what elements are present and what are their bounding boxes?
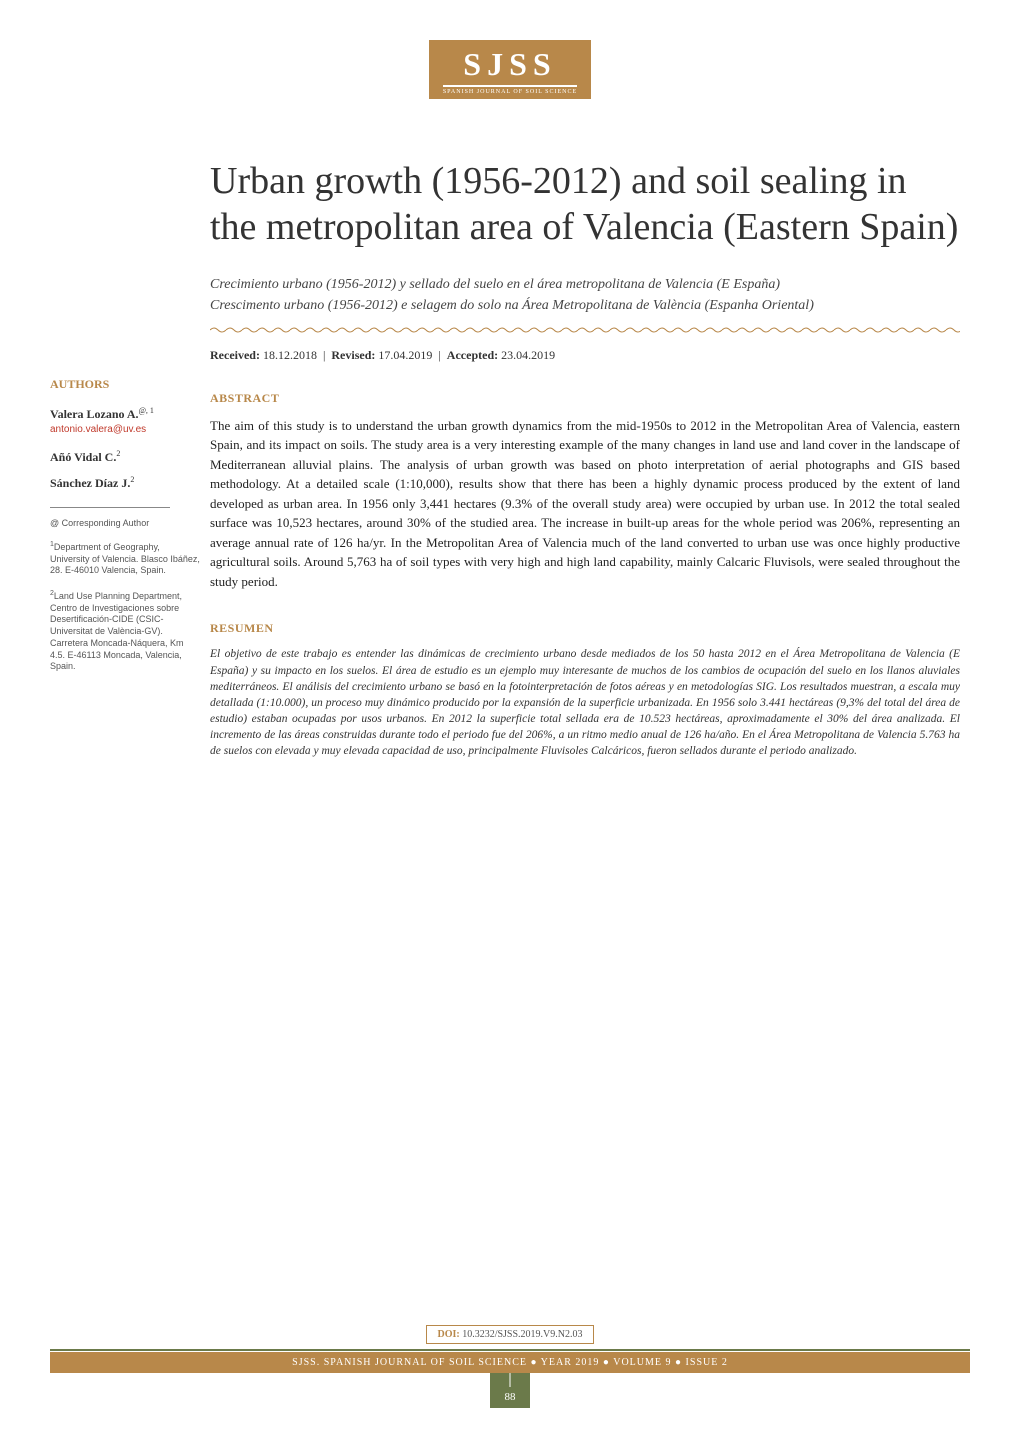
footer-bar: SJSS. SPANISH JOURNAL OF SOIL SCIENCE ● … bbox=[50, 1352, 970, 1373]
received-label: Received: bbox=[210, 348, 260, 362]
received-date: 18.12.2018 bbox=[263, 348, 317, 362]
affil-2-text: Land Use Planning Department, Centro de … bbox=[50, 591, 184, 671]
wavy-divider bbox=[210, 326, 960, 334]
page-footer: DOI: 10.3232/SJSS.2019.V9.N2.03 SJSS. SP… bbox=[0, 1324, 1020, 1408]
accepted-date: 23.04.2019 bbox=[501, 348, 555, 362]
sidebar: AUTHORS Valera Lozano A.@, 1 antonio.val… bbox=[50, 159, 200, 759]
article-dates: Received: 18.12.2018 | Revised: 17.04.20… bbox=[210, 348, 960, 363]
page-number: 88 bbox=[490, 1373, 530, 1408]
author-1: Valera Lozano A.@, 1 bbox=[50, 406, 200, 422]
abstract-head: ABSTRACT bbox=[210, 391, 960, 406]
authors-head: AUTHORS bbox=[50, 377, 200, 392]
logo-main: SJSS bbox=[443, 46, 577, 87]
author-2: Añó Vidal C.2 bbox=[50, 449, 200, 465]
revised-label: Revised: bbox=[331, 348, 375, 362]
doi-label: DOI: bbox=[437, 1329, 459, 1340]
accepted-label: Accepted: bbox=[447, 348, 498, 362]
logo-sub: SPANISH JOURNAL OF SOIL SCIENCE bbox=[443, 89, 577, 95]
affil-1-text: Department of Geography, University of V… bbox=[50, 542, 200, 575]
resumen-head: RESUMEN bbox=[210, 621, 960, 636]
affiliation-2: 2Land Use Planning Department, Centro de… bbox=[50, 589, 200, 673]
subtitle-es: Crecimiento urbano (1956-2012) y sellado… bbox=[210, 276, 960, 295]
resumen-body: El objetivo de este trabajo es entender … bbox=[210, 646, 960, 759]
author-1-sup: @, 1 bbox=[139, 406, 154, 415]
corresponding-author-note: @ Corresponding Author bbox=[50, 518, 200, 528]
author-1-email[interactable]: antonio.valera@uv.es bbox=[50, 424, 200, 435]
author-2-name: Añó Vidal C. bbox=[50, 450, 116, 464]
author-1-name: Valera Lozano A. bbox=[50, 407, 139, 421]
article-content: Urban growth (1956-2012) and soil sealin… bbox=[200, 159, 960, 759]
affiliation-1: 1Department of Geography, University of … bbox=[50, 540, 200, 577]
author-3-name: Sánchez Díaz J. bbox=[50, 476, 130, 490]
subtitle-pt: Crescimento urbano (1956-2012) e selagem… bbox=[210, 297, 960, 316]
author-3-sup: 2 bbox=[130, 475, 134, 484]
abstract-body: The aim of this study is to understand t… bbox=[210, 416, 960, 592]
author-2-sup: 2 bbox=[116, 449, 120, 458]
sidebar-divider bbox=[50, 507, 170, 508]
article-title: Urban growth (1956-2012) and soil sealin… bbox=[210, 159, 960, 250]
revised-date: 17.04.2019 bbox=[378, 348, 432, 362]
doi-box: DOI: 10.3232/SJSS.2019.V9.N2.03 bbox=[426, 1325, 593, 1344]
journal-logo: SJSS SPANISH JOURNAL OF SOIL SCIENCE bbox=[0, 0, 1020, 99]
doi-value: 10.3232/SJSS.2019.V9.N2.03 bbox=[462, 1329, 582, 1340]
author-3: Sánchez Díaz J.2 bbox=[50, 475, 200, 491]
